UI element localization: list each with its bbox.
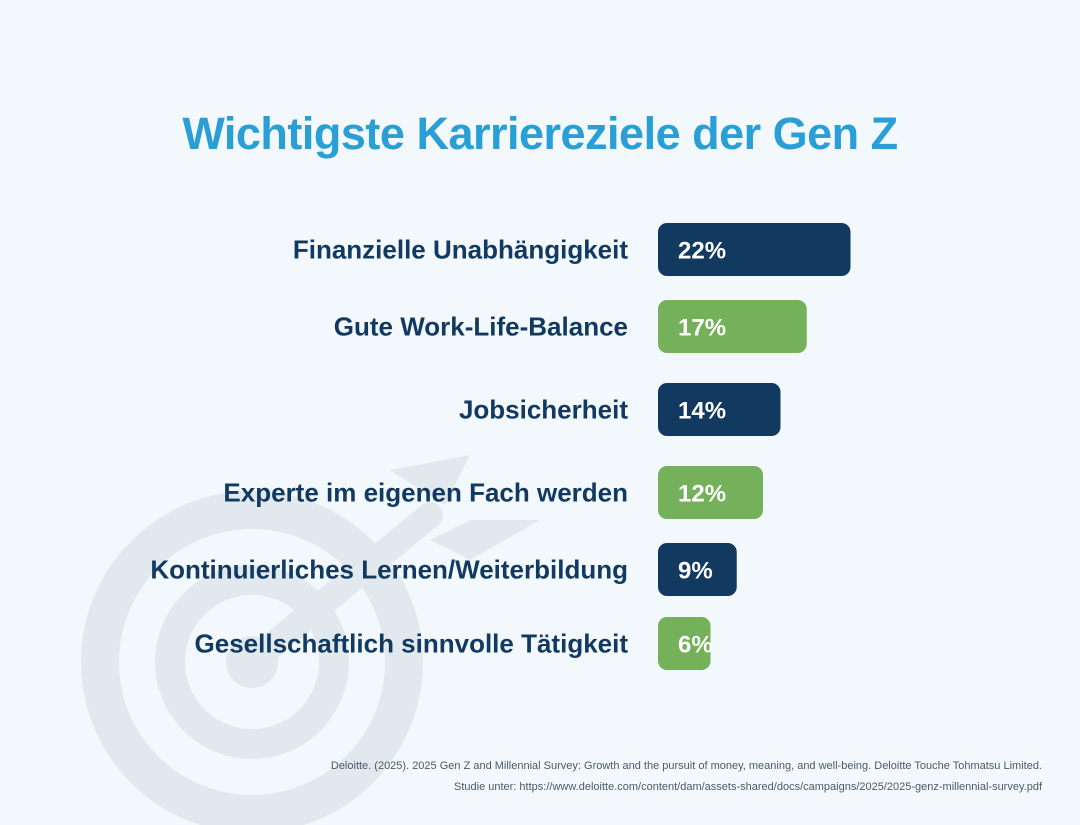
- bar-value-label: 22%: [678, 238, 726, 265]
- bar-value-label: 9%: [678, 558, 713, 585]
- bar: [658, 617, 711, 670]
- category-label: Kontinuierliches Lernen/Weiterbildung: [150, 555, 628, 585]
- bar-value-label: 17%: [678, 315, 726, 342]
- bar: [658, 466, 763, 519]
- bar-value-label: 6%: [678, 632, 713, 659]
- bar-value-label: 12%: [678, 481, 726, 508]
- source-citation: Deloitte. (2025). 2025 Gen Z and Millenn…: [330, 760, 1042, 772]
- category-label: Finanzielle Unabhängigkeit: [293, 235, 628, 265]
- source-url: Studie unter: https://www.deloitte.com/c…: [454, 781, 1042, 793]
- category-label: Gesellschaftlich sinnvolle Tätigkeit: [195, 629, 629, 659]
- bar: [658, 223, 851, 276]
- category-label: Experte im eigenen Fach werden: [223, 478, 628, 508]
- bar: [658, 383, 781, 436]
- chart-title: Wichtigste Karriereziele der Gen Z: [182, 108, 898, 159]
- category-label: Jobsicherheit: [459, 395, 628, 425]
- category-label: Gute Work-Life-Balance: [334, 312, 628, 342]
- bar-value-label: 14%: [678, 398, 726, 425]
- bar: [658, 300, 807, 353]
- bar: [658, 543, 737, 596]
